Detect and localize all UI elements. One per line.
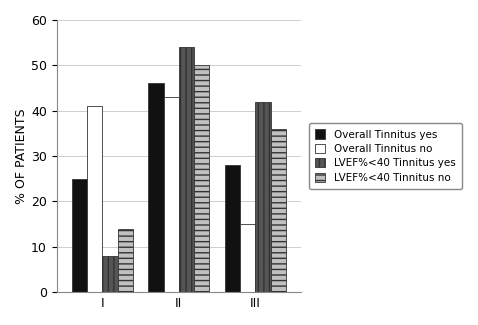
Bar bbox=[102, 256, 118, 292]
Bar bbox=[271, 129, 286, 292]
Bar bbox=[87, 106, 102, 292]
Bar bbox=[240, 224, 255, 292]
Bar bbox=[163, 97, 179, 292]
Legend: Overall Tinnitus yes, Overall Tinnitus no, LVEF%<40 Tinnitus yes, LVEF%<40 Tinni: Overall Tinnitus yes, Overall Tinnitus n… bbox=[309, 123, 462, 189]
Bar bbox=[118, 229, 133, 292]
Bar bbox=[255, 102, 271, 292]
Bar bbox=[148, 84, 163, 292]
Bar bbox=[179, 47, 194, 292]
Bar bbox=[225, 165, 240, 292]
Bar bbox=[194, 65, 209, 292]
Bar bbox=[72, 179, 87, 292]
Y-axis label: % OF PATIENTS: % OF PATIENTS bbox=[15, 108, 28, 204]
